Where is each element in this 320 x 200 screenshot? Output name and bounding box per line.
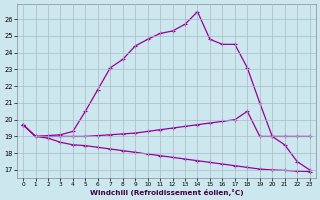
X-axis label: Windchill (Refroidissement éolien,°C): Windchill (Refroidissement éolien,°C) bbox=[90, 189, 243, 196]
